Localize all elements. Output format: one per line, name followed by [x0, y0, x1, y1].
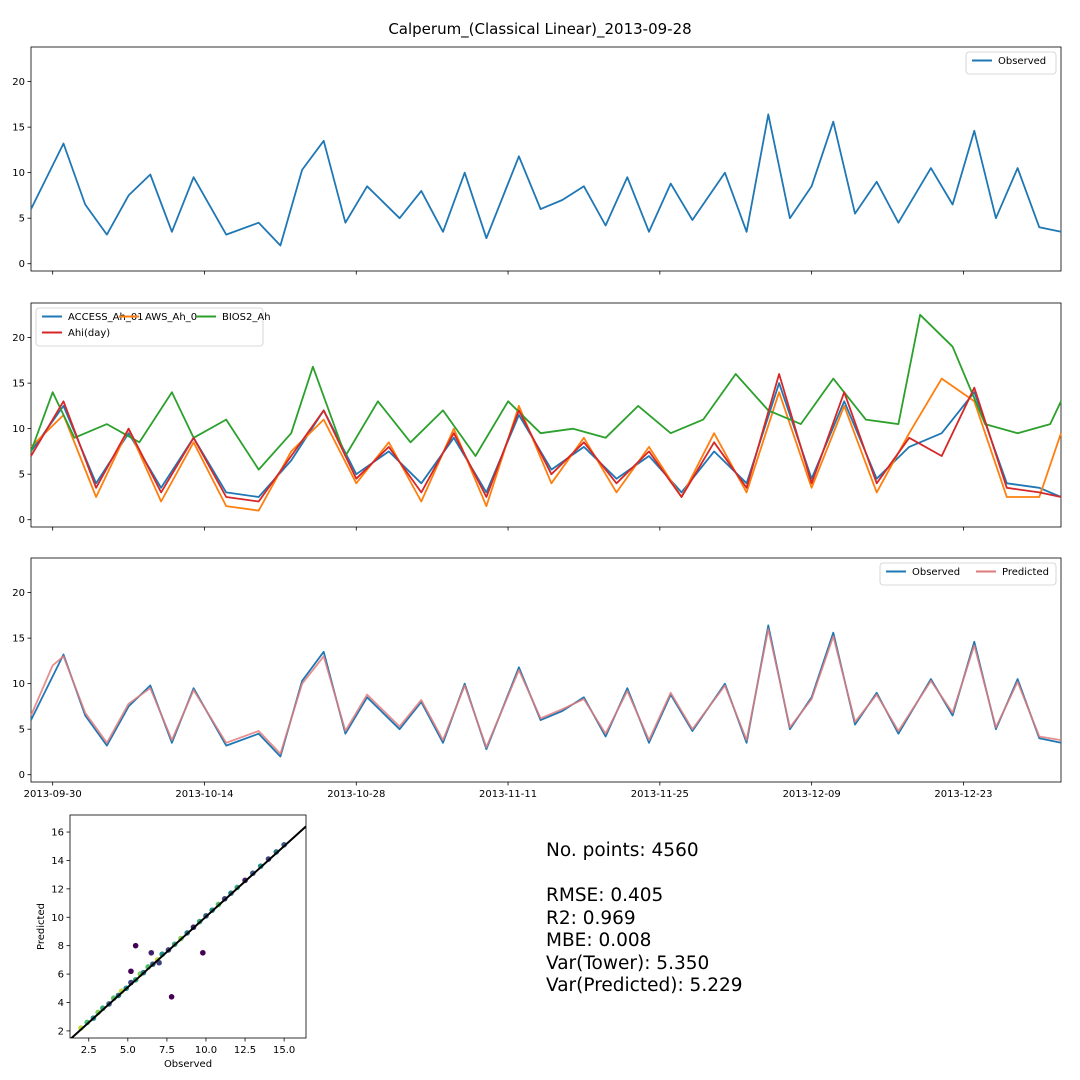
scatter-point [200, 949, 206, 956]
stat-rmse: RMSE: 0.405 [546, 885, 664, 906]
observed-vs-predicted-scatter-panel: 2 4 6 8 10 12 14 16 2.5 5.0 7.5 10.0 12.5 15.0 Observe… [36, 814, 307, 1070]
y-tick-label: 8 [58, 941, 64, 952]
x-tick-label: 5.0 [120, 1045, 136, 1056]
plot-frame [30, 46, 1062, 272]
y-axis-label: Predicted [36, 903, 47, 950]
x-tick-label: 12.5 [234, 1045, 256, 1056]
legend-label: Ahi(day) [68, 328, 110, 339]
y-tick-label: 0 [19, 770, 25, 781]
series-line-ahi-day- [30, 373, 1062, 503]
y-tick-label: 20 [12, 588, 25, 599]
y-tick-label: 20 [12, 77, 25, 88]
x-tick-label: 2013-10-28 [327, 789, 385, 800]
y-tick-label: 14 [51, 856, 64, 867]
model-inputs-timeseries-panel: 0 5 10 15 20 ACCESS_Ah_01 AWS_Ah_0 BIOS2_Ah Ahi(… [12, 302, 1062, 531]
x-tick-label: 2.5 [81, 1045, 97, 1056]
statistics-box: No. points: 4560 RMSE: 0.405 R2: 0.969 M… [546, 840, 743, 998]
y-tick-label: 15 [12, 634, 25, 645]
x-tick-label: 2013-10-14 [175, 789, 233, 800]
scatter-points [70, 825, 306, 1038]
series-line-bios2-ah [30, 313, 1062, 471]
legend-label: ACCESS_Ah_01 [68, 312, 144, 323]
y-tick-label: 5 [19, 470, 25, 481]
x-tick-label: 7.5 [159, 1045, 175, 1056]
y-tick-label: 15 [12, 123, 25, 134]
series-line-observed [30, 113, 1062, 247]
legend-label: BIOS2_Ah [222, 312, 271, 323]
stat-var-predicted: Var(Predicted): 5.229 [546, 975, 743, 996]
y-tick-label: 15 [12, 379, 25, 390]
scatter-point [132, 942, 139, 949]
series-line-predicted [30, 628, 1062, 755]
y-tick-label: 16 [51, 828, 64, 839]
fit-line [70, 825, 306, 1038]
y-tick-label: 12 [51, 884, 64, 895]
x-tick-label: 2013-11-25 [631, 789, 689, 800]
y-tick-label: 5 [19, 214, 25, 225]
y-tick-label: 20 [12, 333, 25, 344]
x-tick-label: 2013-12-09 [783, 789, 841, 800]
stat-var-tower: Var(Tower): 5.350 [546, 952, 710, 974]
y-tick-label: 0 [19, 515, 25, 526]
y-tick-label: 2 [58, 1026, 64, 1037]
y-tick-label: 4 [58, 998, 64, 1009]
scatter-point [168, 994, 175, 1000]
x-tick-label: 2013-12-23 [934, 789, 992, 800]
plot-frame [30, 557, 1062, 783]
x-axis-label: Observed [164, 1059, 212, 1070]
x-tick-label: 10.0 [195, 1045, 217, 1056]
scatter-point [128, 968, 134, 975]
observed-vs-predicted-timeseries-panel: 0 5 10 15 20 2013-09-30 2013-10-14 2013-10-28 20… [12, 557, 1062, 800]
legend-label: Predicted [1002, 567, 1049, 578]
y-tick-label: 10 [12, 679, 25, 690]
scatter-frame [69, 814, 307, 1039]
figure-title: Calperum_(Classical Linear)_2013-09-28 [388, 20, 691, 39]
y-tick-label: 6 [58, 970, 64, 981]
y-tick-label: 0 [19, 259, 25, 270]
legend-label: Observed [912, 567, 960, 578]
x-tick-label: 2013-11-11 [479, 789, 537, 800]
legend-label: Observed [998, 56, 1046, 67]
y-tick-label: 10 [12, 168, 25, 179]
legend-label: AWS_Ah_0 [145, 312, 197, 323]
y-tick-label: 10 [51, 913, 64, 924]
x-tick-label: 2013-09-30 [24, 789, 82, 800]
scatter-point [148, 949, 155, 956]
legend-box [965, 51, 1057, 75]
y-tick-label: 5 [19, 725, 25, 736]
observed-timeseries-panel: 0 5 10 15 20 Observed [12, 46, 1062, 275]
x-tick-label: 15.0 [273, 1045, 295, 1056]
stat-spacer [546, 863, 743, 886]
stat-points: No. points: 4560 [546, 840, 699, 861]
y-tick-label: 10 [12, 424, 25, 435]
stat-mbe: MBE: 0.008 [546, 930, 652, 951]
legend-box [879, 562, 1057, 586]
stat-r2: R2: 0.969 [546, 907, 636, 929]
